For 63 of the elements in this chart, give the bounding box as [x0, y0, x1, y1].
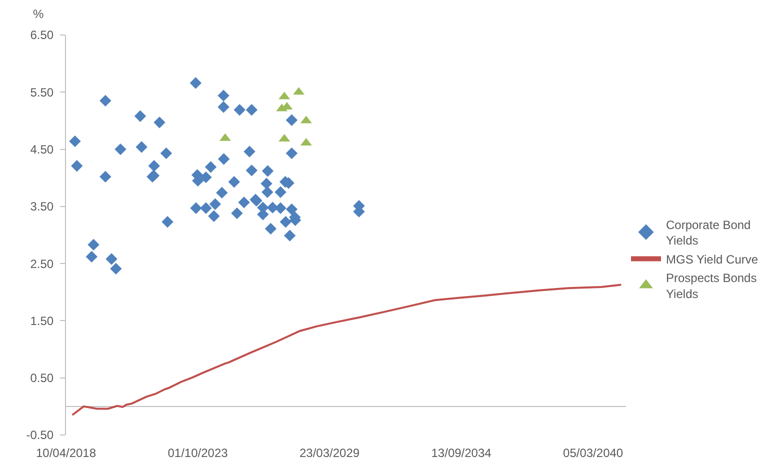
point — [208, 210, 220, 222]
point — [200, 202, 212, 214]
point — [134, 110, 146, 122]
y-tick-label: 2.50 — [30, 256, 54, 271]
x-tick-label: 10/04/2018 — [36, 446, 96, 460]
point — [228, 176, 240, 188]
point — [264, 222, 277, 235]
point — [286, 147, 298, 160]
y-tick-label: 3.50 — [30, 200, 54, 214]
point — [284, 230, 296, 242]
point — [234, 104, 246, 116]
point — [262, 165, 274, 177]
point — [244, 146, 256, 158]
point — [190, 202, 202, 214]
y-axis-title: % — [33, 7, 44, 21]
legend-label: Prospects Bonds Yields — [666, 271, 757, 301]
point — [114, 143, 126, 156]
legend-label: Corporate Bond Yields — [666, 218, 751, 248]
point — [218, 101, 230, 113]
point — [106, 253, 118, 265]
point — [262, 186, 274, 198]
point — [162, 216, 174, 228]
point — [266, 202, 278, 214]
point — [71, 160, 83, 172]
y-tick-label: 1.50 — [30, 314, 54, 328]
point — [200, 171, 212, 184]
legend-label: MGS Yield Curve — [666, 252, 758, 266]
point — [231, 207, 243, 220]
y-tick-label: 0.50 — [30, 371, 54, 386]
point — [286, 114, 298, 126]
point — [204, 161, 217, 173]
point — [246, 104, 258, 116]
y-tick-label: 4.50 — [30, 142, 54, 156]
point — [100, 170, 112, 183]
point — [154, 116, 166, 128]
x-tick-label: 23/03/2029 — [300, 446, 360, 460]
y-tick-label: 5.50 — [30, 85, 54, 100]
point — [69, 135, 81, 148]
point — [88, 238, 100, 251]
point — [160, 147, 172, 160]
point — [209, 198, 222, 210]
point — [110, 262, 122, 275]
point — [190, 77, 202, 89]
point — [216, 186, 228, 199]
y-tick-label: 6.50 — [30, 28, 54, 42]
x-tick-label: 05/03/2040 — [563, 446, 624, 460]
line-series — [71, 284, 622, 416]
x-tick-label: 01/10/2023 — [168, 446, 228, 460]
point — [260, 178, 272, 190]
point — [148, 160, 160, 172]
point — [274, 186, 286, 198]
point — [246, 164, 258, 176]
point — [218, 90, 230, 102]
point — [238, 196, 250, 208]
point — [280, 216, 292, 228]
point — [218, 153, 230, 165]
point — [136, 141, 148, 153]
x-tick-label: 13/09/2034 — [431, 446, 492, 460]
point — [100, 94, 112, 107]
point — [274, 202, 286, 214]
y-tick-label: -0.50 — [26, 428, 54, 442]
point — [286, 203, 298, 216]
point — [86, 250, 98, 263]
